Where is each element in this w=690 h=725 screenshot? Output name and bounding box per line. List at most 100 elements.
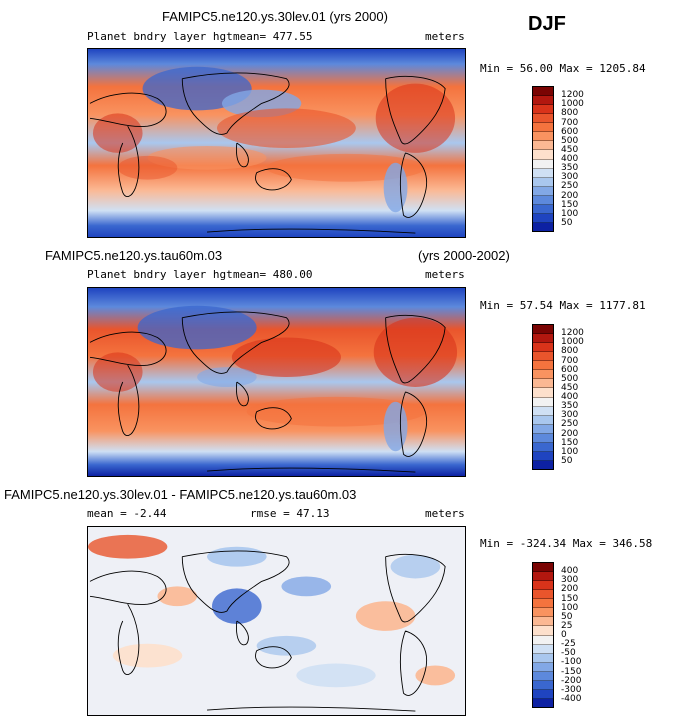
colorbar-swatch	[533, 424, 553, 434]
colorbar-label: 150	[561, 437, 579, 448]
panel-3-minmax: Min = -324.34 Max = 346.58	[480, 537, 653, 550]
panel-1-title: FAMIPC5.ne120.ys.30lev.01 (yrs 2000)	[162, 9, 388, 24]
colorbar-swatch	[533, 150, 553, 160]
colorbar-swatch	[533, 87, 553, 97]
colorbar-label: -100	[561, 657, 582, 668]
colorbar-label: -300	[561, 684, 582, 695]
colorbar-label: 200	[561, 428, 579, 439]
colorbar-swatch	[533, 698, 553, 707]
colorbar-swatch	[533, 644, 553, 654]
colorbar-swatch	[533, 370, 553, 380]
panel-3-map-field	[88, 527, 465, 715]
colorbar-swatch	[533, 590, 553, 600]
panel-3-title: FAMIPC5.ne120.ys.30lev.01 - FAMIPC5.ne12…	[4, 487, 357, 502]
colorbar-swatch	[533, 608, 553, 618]
colorbar-swatch	[533, 617, 553, 627]
colorbar-label: 25	[561, 620, 573, 631]
colorbar-swatch	[533, 662, 553, 672]
colorbar-label: 200	[561, 584, 579, 595]
colorbar-label: 400	[561, 392, 579, 402]
panel-1-units-label: meters	[425, 30, 465, 43]
colorbar-label: 300	[561, 410, 579, 421]
colorbar-swatch	[533, 141, 553, 151]
colorbar-label: 150	[561, 199, 579, 210]
colorbar-label: 1200	[561, 328, 584, 339]
panel-3-units-label: meters	[425, 507, 465, 520]
colorbar-swatch	[533, 168, 553, 178]
colorbar-swatch	[533, 653, 553, 663]
panel-2-map	[87, 287, 466, 477]
colorbar-swatch	[533, 689, 553, 699]
colorbar-swatch	[533, 671, 553, 681]
colorbar-swatch	[533, 177, 553, 187]
colorbar-label: 50	[561, 611, 573, 622]
panel-3-map	[87, 526, 466, 716]
panel-2-title: FAMIPC5.ne120.ys.tau60m.03	[45, 248, 223, 263]
colorbar-label: 1000	[561, 99, 584, 110]
panel-1-mean-label: mean= 477.55	[233, 30, 313, 43]
colorbar-label: 1200	[561, 90, 584, 101]
colorbar-swatch	[533, 352, 553, 362]
colorbar-swatch	[533, 581, 553, 591]
panel-3-mean-label: mean = -2.44	[87, 507, 167, 520]
colorbar-swatch	[533, 123, 553, 133]
colorbar-label: 350	[561, 401, 579, 412]
colorbar-label: 600	[561, 126, 579, 137]
colorbar-swatch	[533, 388, 553, 398]
colorbar-swatch	[533, 433, 553, 443]
colorbar-swatch	[533, 680, 553, 690]
panel-2-map-field	[88, 288, 465, 476]
colorbar-label: 600	[561, 364, 579, 375]
colorbar-label: 50	[561, 217, 573, 228]
colorbar-swatch	[533, 397, 553, 407]
colorbar-swatch	[533, 343, 553, 353]
colorbar-swatch	[533, 460, 553, 469]
colorbar-swatch	[533, 213, 553, 223]
colorbar-label: 100	[561, 602, 579, 613]
colorbar-swatch	[533, 361, 553, 371]
season-label: DJF	[528, 13, 566, 35]
colorbar-label: 800	[561, 346, 579, 357]
panel-2-units-label: meters	[425, 268, 465, 281]
panel-3-colorbar	[532, 562, 554, 708]
colorbar-swatch	[533, 96, 553, 106]
colorbar-swatch	[533, 325, 553, 335]
colorbar-label: 200	[561, 190, 579, 201]
panel-2-years: (yrs 2000-2002)	[418, 248, 510, 263]
colorbar-swatch	[533, 563, 553, 573]
colorbar-label: 50	[561, 455, 573, 466]
colorbar-label: 100	[561, 208, 579, 219]
panel-2-colorbar	[532, 324, 554, 470]
panel-3-rmse-label: rmse = 47.13	[250, 507, 330, 520]
colorbar-label: 0	[561, 630, 567, 640]
colorbar-label: 250	[561, 419, 579, 430]
colorbar-swatch	[533, 442, 553, 452]
colorbar-label: -200	[561, 675, 582, 686]
colorbar-label: 400	[561, 566, 579, 577]
colorbar-label: -50	[561, 648, 576, 659]
colorbar-label: 350	[561, 163, 579, 174]
colorbar-swatch	[533, 451, 553, 461]
colorbar-label: 700	[561, 117, 579, 128]
colorbar-label: 500	[561, 373, 579, 384]
colorbar-label: 250	[561, 181, 579, 192]
colorbar-swatch	[533, 114, 553, 124]
colorbar-label: -400	[561, 693, 582, 704]
colorbar-swatch	[533, 379, 553, 389]
panel-1-minmax: Min = 56.00 Max = 1205.84	[480, 62, 646, 75]
colorbar-swatch	[533, 186, 553, 196]
panel-1-map	[87, 48, 466, 238]
colorbar-label: 1000	[561, 337, 584, 348]
colorbar-swatch	[533, 222, 553, 231]
colorbar-swatch	[533, 406, 553, 416]
colorbar-label: 150	[561, 593, 579, 604]
colorbar-swatch	[533, 105, 553, 115]
colorbar-label: 450	[561, 144, 579, 155]
panel-1-variable-label: Planet bndry layer hgt	[87, 30, 233, 43]
colorbar-label: 300	[561, 575, 579, 586]
colorbar-label: -25	[561, 639, 576, 650]
colorbar-label: 400	[561, 154, 579, 164]
colorbar-label: 300	[561, 172, 579, 183]
colorbar-label: -150	[561, 666, 582, 677]
colorbar-label: 800	[561, 108, 579, 119]
